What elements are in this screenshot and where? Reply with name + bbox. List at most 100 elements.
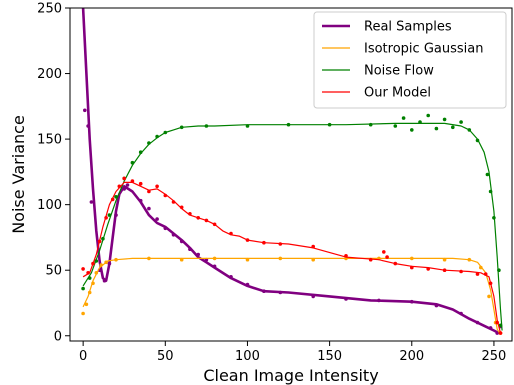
data-point-our-model bbox=[171, 200, 176, 204]
data-point-isotropic-gaussian bbox=[467, 257, 472, 262]
data-point-our-model bbox=[91, 261, 95, 266]
data-point-noise-flow bbox=[204, 124, 209, 128]
data-point-our-model bbox=[179, 205, 184, 210]
data-point-real-samples bbox=[163, 226, 168, 231]
data-point-our-model bbox=[495, 320, 500, 325]
data-point-our-model bbox=[138, 181, 143, 186]
data-point-noise-flow bbox=[81, 286, 85, 291]
x-tick-label: 100 bbox=[235, 349, 260, 364]
data-point-our-model bbox=[97, 239, 102, 244]
data-point-real-samples bbox=[212, 264, 217, 269]
data-point-isotropic-gaussian bbox=[487, 294, 491, 299]
data-point-real-samples bbox=[495, 331, 500, 335]
data-point-noise-flow bbox=[426, 113, 431, 118]
data-point-our-model bbox=[442, 268, 447, 273]
x-tick-label: 150 bbox=[317, 349, 342, 364]
y-tick-label: 150 bbox=[37, 133, 62, 148]
data-point-noise-flow bbox=[245, 124, 250, 128]
data-point-our-model bbox=[110, 197, 115, 202]
y-axis-title: Noise Variance bbox=[9, 115, 28, 234]
data-point-noise-flow bbox=[497, 268, 501, 273]
data-point-our-model bbox=[81, 267, 85, 271]
data-point-our-model bbox=[483, 272, 488, 276]
data-point-our-model bbox=[117, 184, 122, 189]
data-point-noise-flow bbox=[114, 195, 118, 199]
data-point-real-samples bbox=[102, 278, 107, 283]
x-tick-label: 200 bbox=[399, 349, 424, 364]
legend-label-our-model: Our Model bbox=[364, 86, 431, 101]
data-point-our-model bbox=[278, 242, 283, 246]
data-point-isotropic-gaussian bbox=[479, 265, 483, 270]
data-point-our-model bbox=[385, 255, 389, 259]
data-point-our-model bbox=[147, 189, 151, 194]
data-point-our-model bbox=[163, 193, 168, 198]
data-point-isotropic-gaussian bbox=[179, 257, 184, 262]
y-tick-label: 50 bbox=[45, 264, 62, 279]
data-point-noise-flow bbox=[147, 141, 151, 145]
data-point-real-samples bbox=[138, 198, 143, 203]
legend-label-real-samples: Real Samples bbox=[364, 20, 452, 35]
data-point-real-samples bbox=[434, 303, 439, 308]
data-point-isotropic-gaussian bbox=[245, 257, 250, 262]
data-point-our-model bbox=[122, 176, 126, 181]
data-point-real-samples bbox=[125, 183, 130, 187]
data-point-real-samples bbox=[278, 290, 283, 295]
data-point-noise-flow bbox=[498, 323, 503, 328]
data-point-noise-flow bbox=[410, 128, 414, 132]
data-point-real-samples bbox=[89, 200, 94, 204]
data-point-our-model bbox=[104, 216, 108, 220]
data-point-real-samples bbox=[262, 289, 266, 294]
data-point-noise-flow bbox=[434, 126, 439, 131]
data-point-noise-flow bbox=[94, 259, 99, 263]
legend-label-noise-flow: Noise Flow bbox=[364, 64, 434, 79]
series-line-noise-flow bbox=[82, 122, 503, 331]
data-point-our-model bbox=[212, 222, 217, 227]
data-point-noise-flow bbox=[130, 160, 135, 165]
data-point-our-model bbox=[311, 244, 316, 249]
data-point-real-samples bbox=[179, 239, 184, 244]
data-point-our-model bbox=[86, 271, 90, 275]
data-point-our-model bbox=[393, 261, 398, 266]
data-point-our-model bbox=[475, 272, 480, 276]
data-point-real-samples bbox=[188, 247, 192, 251]
data-point-real-samples bbox=[459, 311, 463, 316]
data-point-our-model bbox=[196, 216, 200, 220]
data-point-isotropic-gaussian bbox=[442, 257, 447, 262]
data-point-isotropic-gaussian bbox=[84, 302, 89, 307]
data-point-real-samples bbox=[107, 261, 112, 266]
data-point-noise-flow bbox=[138, 150, 143, 154]
x-tick-label: 50 bbox=[157, 349, 174, 364]
data-point-noise-flow bbox=[475, 138, 480, 143]
series-layer bbox=[81, 8, 503, 335]
data-point-noise-flow bbox=[467, 128, 472, 132]
data-point-noise-flow bbox=[107, 213, 112, 217]
x-tick-label: 250 bbox=[482, 349, 507, 364]
data-point-real-samples bbox=[245, 282, 250, 287]
data-point-our-model bbox=[459, 269, 463, 274]
data-point-real-samples bbox=[86, 124, 90, 128]
series-noise-flow bbox=[81, 113, 503, 331]
data-point-real-samples bbox=[475, 320, 480, 325]
data-point-our-model bbox=[155, 184, 159, 189]
data-point-real-samples bbox=[114, 213, 118, 217]
data-point-real-samples bbox=[155, 217, 159, 221]
data-point-noise-flow bbox=[418, 120, 422, 124]
data-point-isotropic-gaussian bbox=[99, 263, 103, 267]
data-point-real-samples bbox=[488, 326, 493, 330]
data-point-our-model bbox=[368, 257, 373, 262]
data-point-our-model bbox=[204, 218, 209, 223]
data-point-our-model bbox=[188, 212, 192, 216]
data-point-noise-flow bbox=[327, 122, 332, 127]
series-our-model bbox=[81, 176, 503, 335]
data-point-isotropic-gaussian bbox=[81, 311, 85, 316]
data-point-isotropic-gaussian bbox=[147, 256, 151, 261]
data-point-isotropic-gaussian bbox=[311, 257, 316, 262]
data-point-real-samples bbox=[147, 206, 151, 211]
x-tick-label: 0 bbox=[79, 349, 87, 364]
data-point-real-samples bbox=[171, 233, 176, 237]
data-point-our-model bbox=[262, 240, 266, 245]
data-point-noise-flow bbox=[179, 125, 184, 130]
legend-label-isotropic-gaussian: Isotropic Gaussian bbox=[364, 42, 483, 57]
data-point-our-model bbox=[488, 281, 493, 286]
data-point-noise-flow bbox=[286, 122, 291, 127]
